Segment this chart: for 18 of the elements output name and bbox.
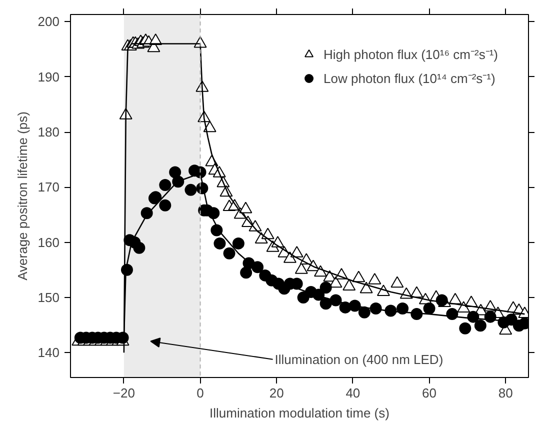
x-tick-label: 40 [346, 386, 360, 400]
y-tick-label: 190 [38, 69, 60, 84]
x-tick-label: 80 [498, 386, 513, 400]
x-axis-title: Illumination modulation time (s) [210, 406, 390, 420]
annotation: Illumination on (400 nm LED) [274, 352, 444, 367]
legend-label: Low photon flux (10¹⁴ cm⁻²s⁻¹) [324, 70, 496, 87]
y-tick-label: 200 [38, 14, 60, 30]
x-tick-label: −20 [112, 386, 135, 400]
y-tick-label: 170 [38, 180, 60, 195]
y-tick-label: 140 [38, 345, 60, 360]
x-tick-label: 0 [196, 386, 204, 400]
x-tick-label: 60 [422, 386, 437, 400]
y-tick-label: 180 [38, 124, 60, 140]
y-axis-title: Average positron lifetime (ps) [14, 112, 30, 280]
y-tick-label: 150 [38, 290, 60, 306]
legend-label: High photon flux (10¹⁶ cm⁻²s⁻¹) [324, 46, 498, 63]
y-tick-label: 160 [38, 234, 60, 250]
x-tick-label: 20 [269, 386, 284, 400]
